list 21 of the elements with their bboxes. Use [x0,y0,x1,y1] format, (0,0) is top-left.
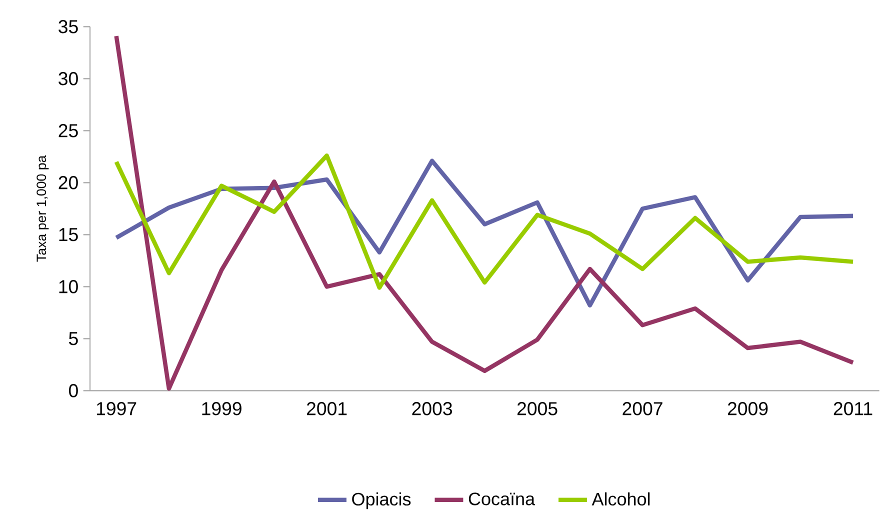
x-tick-label: 2011 [834,402,872,416]
y-tick-label: 5 [69,332,78,346]
y-tick-label: 35 [58,20,78,34]
y-tick-label: 20 [58,176,78,190]
legend-label: Cocaïna [468,492,536,506]
x-tick-label: 2009 [728,402,768,416]
x-tick-label: 2001 [306,402,347,416]
x-tick-label: 1999 [202,402,242,416]
x-tick-label: 2005 [517,402,558,416]
legend-label: Alcohol [592,492,650,506]
x-tick-label: 1997 [96,402,136,416]
y-axis-title: Taxa per 1,000 pa [36,155,49,262]
x-tick-label: 2007 [622,402,662,416]
line-series [114,34,856,391]
y-tick-label: 25 [58,124,78,138]
x-tick-label: 2003 [412,402,452,416]
legend-label: Opiacis [352,492,411,510]
y-tick-label: 10 [59,280,78,294]
y-tick-label: 15 [59,228,78,242]
y-tick-label: 0 [68,384,78,398]
y-tick-label: 30 [58,72,78,86]
